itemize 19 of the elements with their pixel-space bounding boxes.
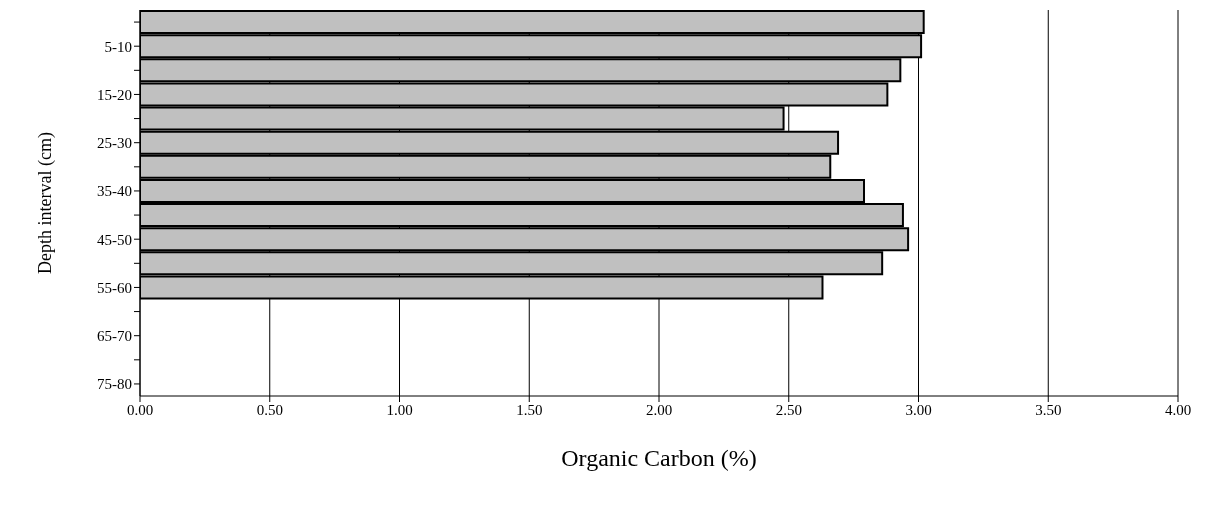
x-tick-label: 3.50 [1035, 401, 1062, 418]
x-axis-title: Organic Carbon (%) [561, 445, 757, 471]
x-tick-label: 4.00 [1164, 401, 1192, 418]
x-tick-label: 0.00 [126, 401, 154, 418]
y-axis-title: Depth interval (cm) [35, 132, 57, 274]
x-tick-label: 2.00 [645, 401, 673, 418]
y-tick-label: 35-40 [97, 183, 132, 200]
x-tick-label: 1.00 [386, 401, 413, 418]
y-tick-label: 15-20 [97, 86, 132, 103]
x-tick-label: 1.50 [516, 401, 543, 418]
y-tick-label: 25-30 [97, 135, 132, 152]
y-tick-label: 5-10 [104, 38, 132, 55]
y-tick-label: 45-50 [97, 231, 132, 248]
x-tick-label: 3.00 [905, 401, 932, 418]
x-tick-label: 0.50 [256, 401, 283, 418]
y-tick-label: 55-60 [97, 279, 132, 296]
y-tick-label: 75-80 [97, 376, 132, 393]
x-tick-label: 2.50 [775, 401, 802, 418]
y-tick-label: 65-70 [97, 328, 132, 345]
